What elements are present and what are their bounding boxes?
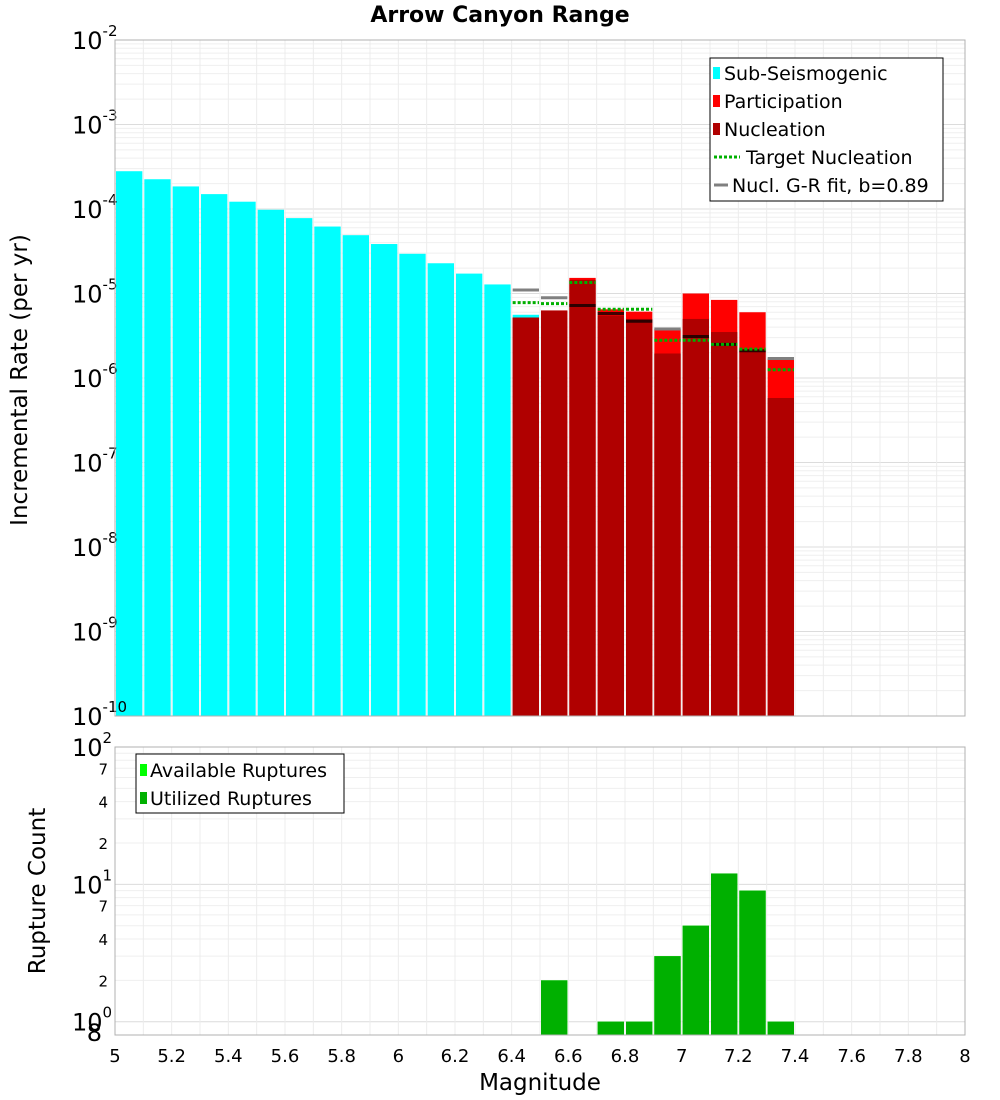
utilized-ruptures-bar: [597, 1021, 624, 1035]
legend-swatch-nucleation: [713, 123, 720, 135]
top-y-tick-label: 10-10: [72, 698, 127, 731]
nucleation-bar: [654, 353, 681, 716]
legend-swatch-sub-seismogenic: [713, 67, 720, 79]
bottom-plot-frame: [114, 746, 966, 1036]
utilized-ruptures-bar: [654, 956, 681, 1035]
bottom-y-minor-tick-label: 4: [98, 794, 108, 812]
x-axis-label: Magnitude: [479, 1070, 601, 1096]
legend-label-participation: Participation: [724, 91, 843, 113]
bottom-y-axis-label: Rupture Count: [25, 808, 51, 974]
bottom-y-minor-tick-label: 7: [98, 898, 108, 916]
top-y-tick-label: 10-3: [72, 107, 118, 140]
x-tick-label: 5.8: [327, 1046, 356, 1067]
nucleation-bar: [682, 318, 709, 716]
sub-seismogenic-bar: [144, 179, 171, 716]
x-tick-label: 7.4: [781, 1046, 810, 1067]
sub-seismogenic-bar: [172, 186, 199, 716]
sub-seismogenic-bar: [371, 244, 398, 716]
sub-seismogenic-bar: [201, 194, 228, 716]
legend-label-sub-seismogenic: Sub-Seismogenic: [724, 63, 888, 85]
sub-seismogenic-bar: [229, 201, 256, 717]
sub-seismogenic-bar: [286, 218, 313, 716]
sub-seismogenic-bar: [314, 226, 341, 716]
nucleation-bar: [711, 332, 738, 716]
sub-seismogenic-bar: [456, 273, 483, 716]
nucleation-bar: [569, 279, 596, 716]
bottom-y-minor-tick-label: 2: [98, 835, 108, 853]
bottom-y-minor-tick-label: 7: [98, 760, 108, 778]
x-tick-label: 5.2: [157, 1046, 186, 1067]
bottom-plot-bars: [541, 873, 794, 1035]
x-tick-label: 6.8: [611, 1046, 640, 1067]
top-legend: Sub-Seismogenic Participation Nucleation Ta…: [709, 57, 944, 202]
top-plot-bars: [116, 171, 794, 717]
legend-swatch-utilized-ruptures: [140, 792, 147, 804]
top-y-tick-label: 10-5: [72, 276, 118, 309]
x-tick-label: 5: [109, 1046, 120, 1067]
x-tick-label: 5.4: [214, 1046, 243, 1067]
x-tick-label: 6.2: [441, 1046, 470, 1067]
legend-swatch-participation: [713, 95, 720, 107]
x-tick-label: 5.6: [271, 1046, 300, 1067]
top-y-axis-label: Incremental Rate (per yr): [7, 234, 33, 526]
utilized-ruptures-bar: [711, 873, 738, 1035]
x-tick-label: 6.6: [554, 1046, 583, 1067]
top-y-tick-label: 10-9: [72, 614, 118, 647]
x-tick-label: 6: [393, 1046, 404, 1067]
x-tick-label: 7.6: [837, 1046, 866, 1067]
top-plot-grid: [114, 40, 966, 717]
sub-seismogenic-bar: [399, 253, 426, 716]
top-y-tick-label: 10-4: [72, 191, 118, 224]
x-tick-label: 7.8: [894, 1046, 923, 1067]
top-y-tick-label: 10-6: [72, 360, 118, 393]
legend-label-nucleation: Nucleation: [724, 119, 826, 141]
x-tick-label: 8: [959, 1046, 970, 1067]
top-y-tick-label: 10-2: [72, 22, 118, 55]
top-y-tick-label: 10-8: [72, 529, 118, 562]
nucleation-bar: [541, 310, 568, 716]
nucleation-bar: [512, 317, 539, 716]
utilized-ruptures-bar: [626, 1021, 653, 1035]
bottom-legend: Available Ruptures Utilized Ruptures: [135, 753, 345, 814]
x-tick-label: 7: [676, 1046, 687, 1067]
bottom-y-minor-tick-label: 2: [98, 972, 108, 990]
nucleation-bar: [597, 315, 624, 716]
x-tick-label: 6.4: [497, 1046, 526, 1067]
legend-swatch-available-ruptures: [140, 764, 147, 776]
bottom-y-tick-label: 102: [72, 729, 112, 762]
legend-label-utilized-ruptures: Utilized Ruptures: [150, 788, 312, 810]
sub-seismogenic-bar: [427, 263, 454, 716]
bottom-plot-y-ticks: 100 101 102 8 2 4 7 2 4 7: [72, 729, 112, 1047]
sub-seismogenic-bar: [484, 284, 511, 716]
sub-seismogenic-bar: [116, 171, 143, 716]
utilized-ruptures-bar: [767, 1021, 794, 1035]
nucleation-bar: [626, 318, 653, 716]
sub-seismogenic-bar: [342, 235, 369, 716]
bottom-legend-box: [135, 753, 345, 814]
bottom-y-tick-label: 100: [72, 1004, 112, 1037]
bottom-y-minor-tick-label: 4: [98, 931, 108, 949]
top-y-tick-label: 10-7: [72, 445, 118, 478]
x-axis-ticks: 5 5.2 5.4 5.6 5.8 6 6.2 6.4 6.6 6.8 7 7.2 7.4 7.6 7.8 8: [109, 1046, 970, 1067]
nucleation-bar: [767, 397, 794, 716]
top-plot-frame: [114, 39, 966, 717]
chart-title: Arrow Canyon Range: [370, 3, 629, 28]
legend-label-target-nucleation: Target Nucleation: [745, 147, 913, 169]
utilized-ruptures-bar: [682, 925, 709, 1035]
legend-label-available-ruptures: Available Ruptures: [150, 760, 327, 782]
bottom-y-tick-label: 101: [72, 866, 112, 899]
utilized-ruptures-bar: [541, 980, 568, 1035]
legend-label-nucl-g-r-fit-b-0-89: Nucl. G-R fit, b=0.89: [732, 175, 929, 197]
nucleation-bar: [739, 350, 766, 716]
utilized-ruptures-bar: [739, 890, 766, 1035]
sub-seismogenic-bar: [257, 209, 284, 716]
bottom-y-minor-tick-label: 8: [87, 1019, 102, 1047]
top-legend-box: [709, 57, 944, 202]
x-tick-label: 7.2: [724, 1046, 753, 1067]
